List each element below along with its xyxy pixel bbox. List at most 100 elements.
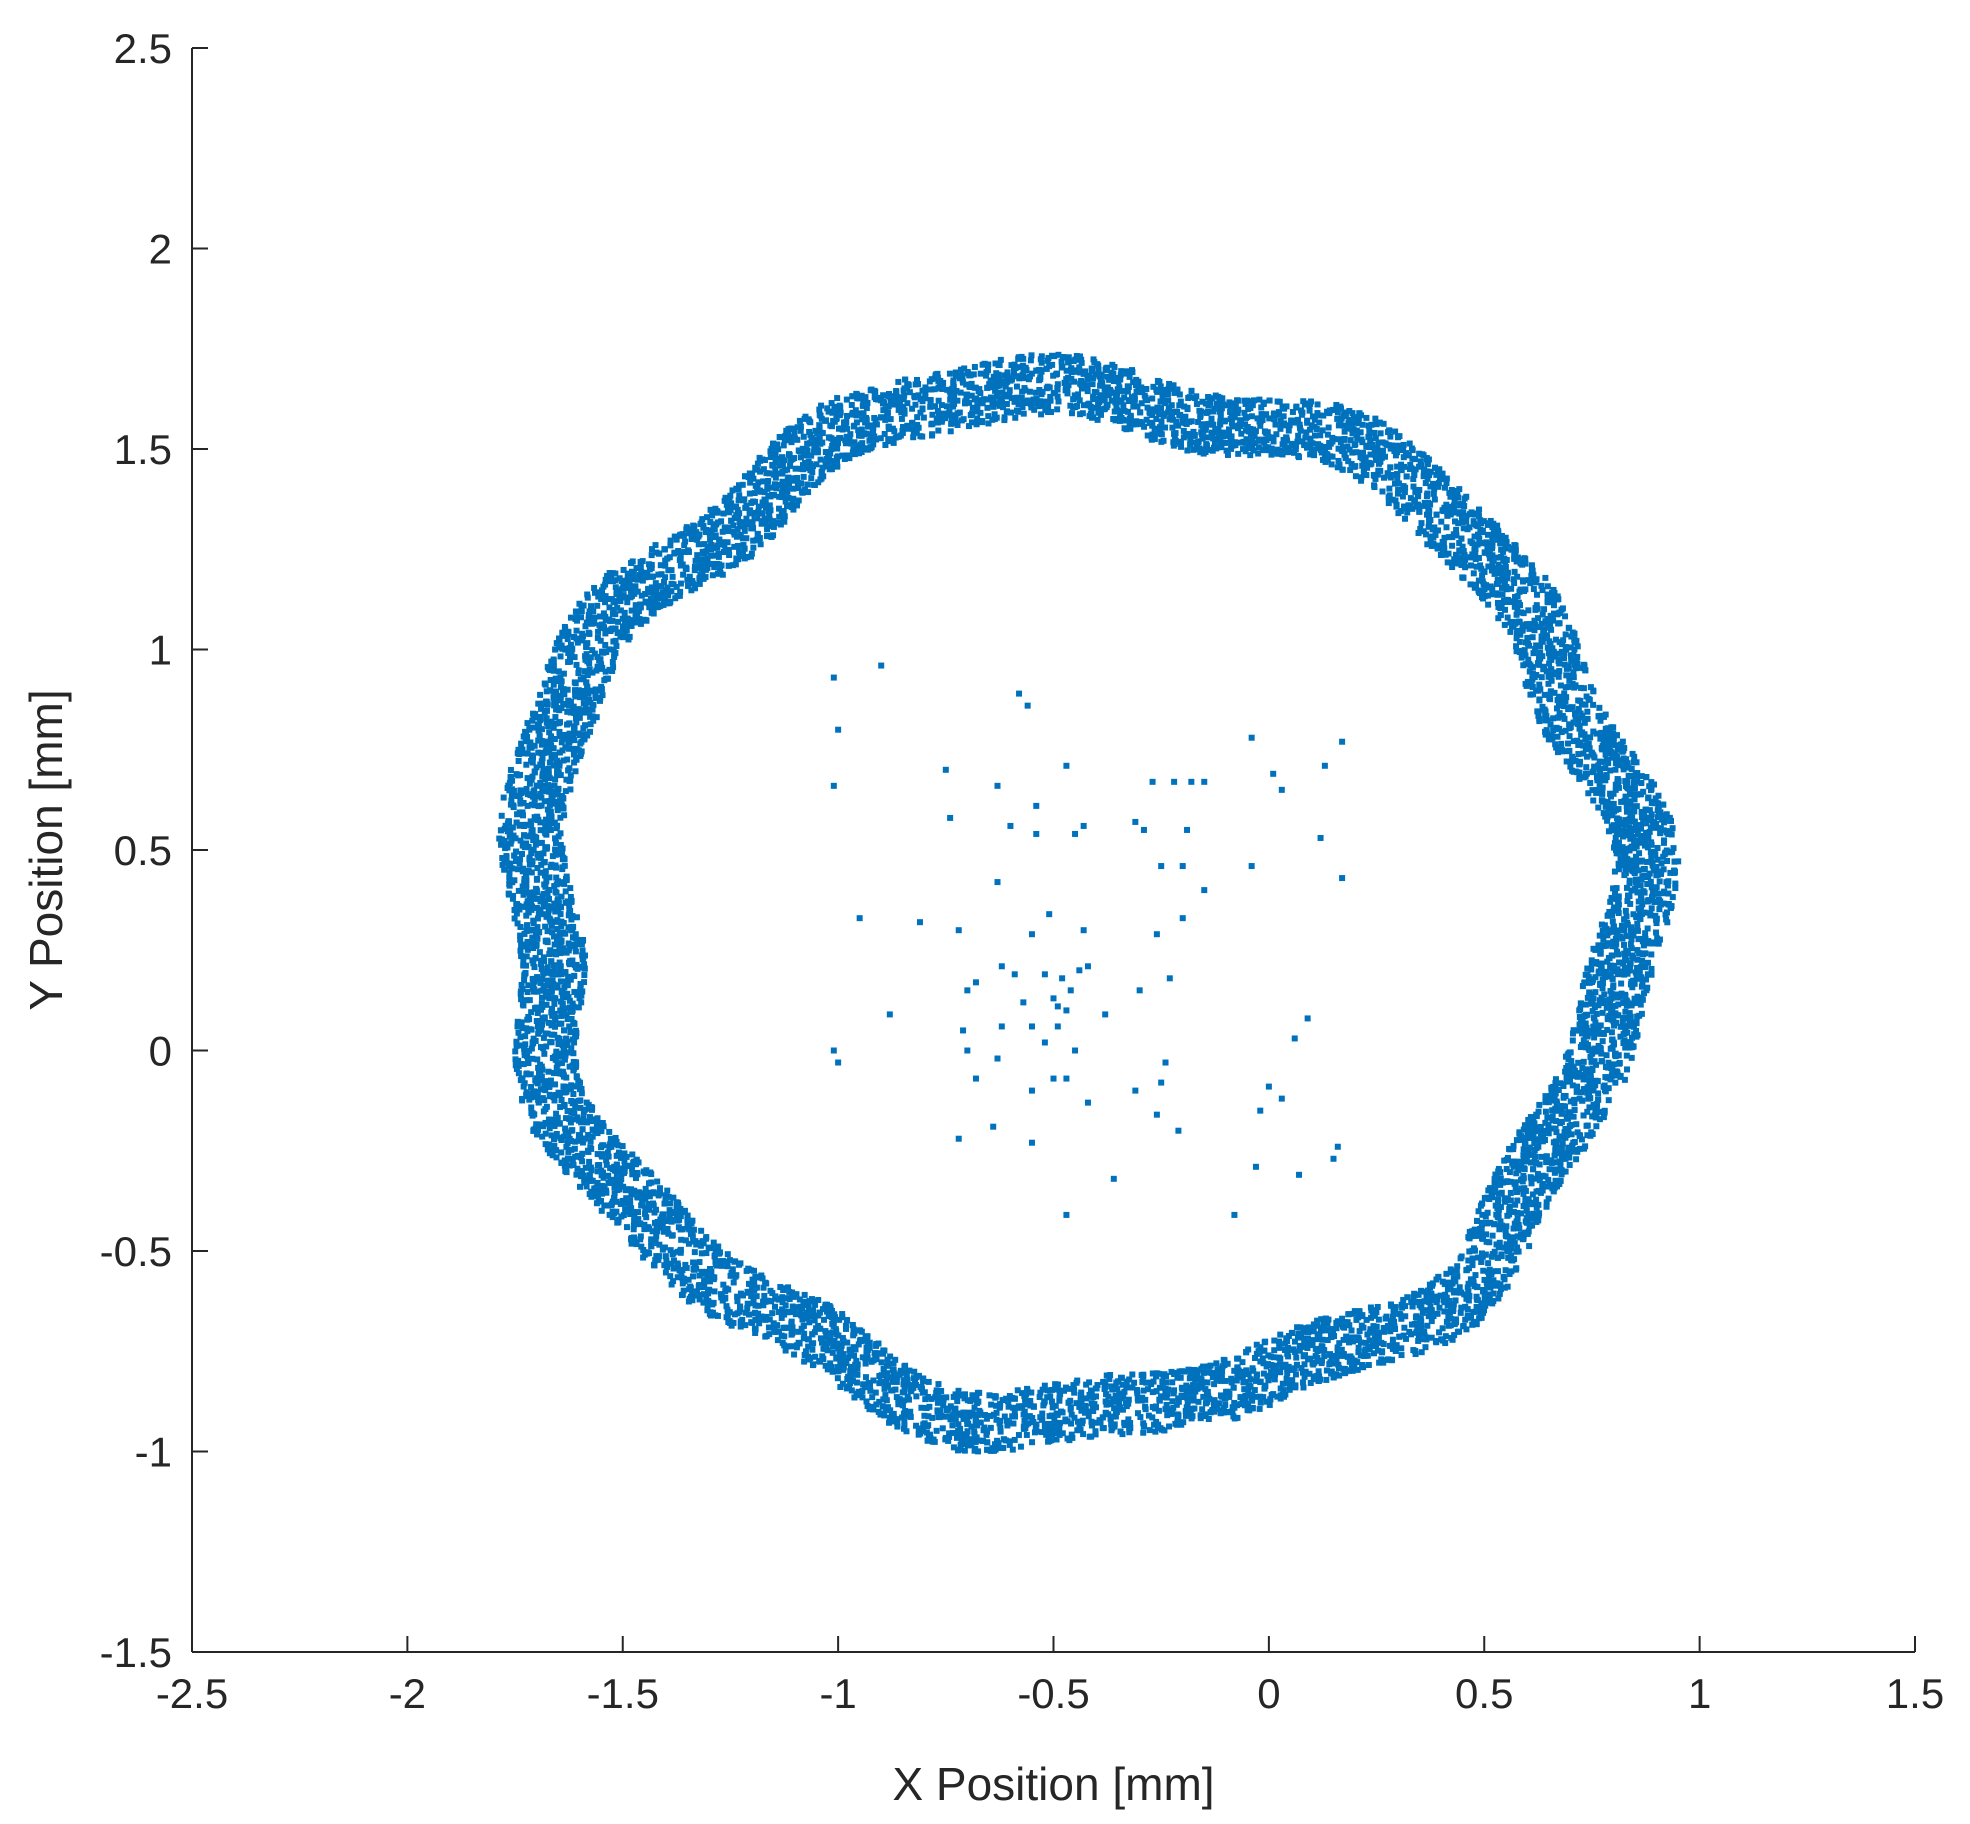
ring-point [1044, 1394, 1051, 1401]
ring-point [586, 1114, 593, 1121]
ring-point [1006, 1441, 1013, 1448]
ring-point [1535, 1201, 1542, 1208]
ring-point [1537, 624, 1544, 631]
ring-point [1503, 1241, 1510, 1248]
ring-point [1448, 1301, 1455, 1308]
ring-point [1644, 881, 1651, 888]
ring-point [679, 561, 686, 568]
ring-point [559, 645, 566, 652]
ring-point [1259, 447, 1266, 454]
ring-point [560, 1083, 567, 1090]
ring-point [1008, 409, 1015, 416]
ring-point [602, 668, 609, 675]
ring-point [1011, 1436, 1018, 1443]
ring-point [641, 1226, 648, 1233]
ring-point [520, 733, 527, 740]
ring-point [1518, 654, 1525, 661]
ring-point [1546, 638, 1553, 645]
ring-point [956, 409, 963, 416]
ring-point [637, 563, 644, 570]
ring-point [1408, 1321, 1415, 1328]
ring-point [582, 1164, 589, 1171]
ring-point [1581, 716, 1588, 723]
ring-point [574, 1083, 581, 1090]
ring-point [1346, 1367, 1353, 1374]
ring-point [1245, 1371, 1252, 1378]
ring-point [1049, 1404, 1056, 1411]
ring-point [1460, 548, 1467, 555]
ring-point [848, 1387, 855, 1394]
ring-point [531, 742, 538, 749]
ring-point [551, 735, 558, 742]
ring-point [900, 387, 907, 394]
ring-point [646, 1206, 653, 1213]
ring-point [552, 720, 559, 727]
ring-point [1143, 1379, 1150, 1386]
ring-point [1614, 991, 1621, 998]
ring-point [612, 625, 619, 632]
ring-point [933, 1427, 940, 1434]
ring-point [1308, 451, 1315, 458]
ring-point [1503, 1165, 1510, 1172]
ring-point [1569, 1082, 1576, 1089]
ring-point [1249, 435, 1256, 442]
ring-point [834, 1364, 841, 1371]
ring-point [1507, 1178, 1514, 1185]
ring-point [1299, 438, 1306, 445]
ring-point [830, 439, 837, 446]
ring-point [1228, 1375, 1235, 1382]
ring-point [1636, 850, 1643, 857]
ring-point [1175, 422, 1182, 429]
ring-point [931, 386, 938, 393]
ring-point [621, 1150, 628, 1157]
ring-point [1028, 352, 1035, 359]
ring-point [836, 1316, 843, 1323]
ring-point [1522, 652, 1529, 659]
ring-point [1498, 546, 1505, 553]
ring-point [1041, 1382, 1048, 1389]
ring-point [567, 1119, 574, 1126]
ring-point [1587, 780, 1594, 787]
ring-point [1464, 526, 1471, 533]
ring-point [1260, 1370, 1267, 1377]
ring-point [1456, 540, 1463, 547]
ring-point [855, 1341, 862, 1348]
ring-point [756, 535, 763, 542]
ring-point [1355, 1344, 1362, 1351]
ring-point [1198, 408, 1205, 415]
ring-point [1572, 682, 1579, 689]
ring-point [1612, 889, 1619, 896]
ring-point [1295, 1330, 1302, 1337]
ring-point [1062, 1384, 1069, 1391]
ring-point [1438, 518, 1445, 525]
ring-point [1453, 526, 1460, 533]
ring-point [940, 1402, 947, 1409]
ring-point [1514, 1244, 1521, 1251]
ring-point [546, 874, 553, 881]
ring-point [1486, 555, 1493, 562]
ring-point [1532, 646, 1539, 653]
ring-point [668, 1218, 675, 1225]
ring-point [541, 798, 548, 805]
ring-point [970, 371, 977, 378]
ring-point [743, 535, 750, 542]
ring-point [656, 1185, 663, 1192]
ring-point [1011, 361, 1018, 368]
ring-point [1542, 1119, 1549, 1126]
ring-point [586, 1191, 593, 1198]
ring-point [1171, 435, 1178, 442]
ring-point [515, 1070, 522, 1077]
ring-point [985, 420, 992, 427]
ring-point [1164, 391, 1171, 398]
ring-point [564, 990, 571, 997]
ring-point [1226, 1393, 1233, 1400]
ring-point [990, 373, 997, 380]
ring-point [547, 947, 554, 954]
ring-point [586, 608, 593, 615]
ring-point [961, 1391, 968, 1398]
ring-point [1456, 1284, 1463, 1291]
ring-point [1467, 1233, 1474, 1240]
ring-point [1627, 1013, 1634, 1020]
ring-point [1048, 1386, 1055, 1393]
ring-point [1177, 398, 1184, 405]
